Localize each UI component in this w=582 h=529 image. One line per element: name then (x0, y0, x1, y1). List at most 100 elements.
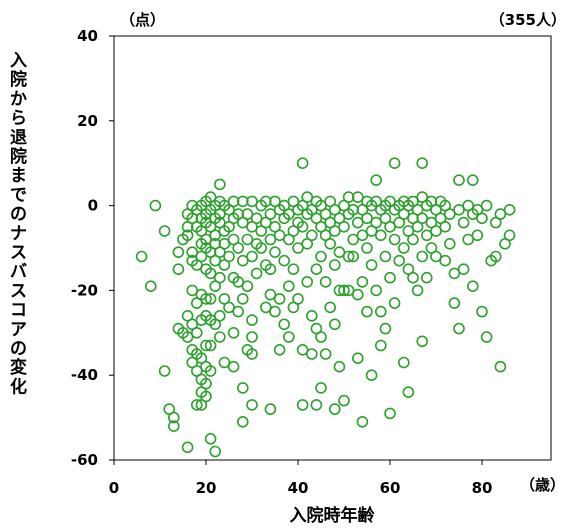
data-point (416, 335, 429, 348)
data-point (407, 271, 419, 284)
data-point (186, 284, 198, 297)
data-point (457, 216, 470, 229)
data-point (181, 229, 194, 242)
x-tick-label: 60 (380, 479, 401, 497)
data-point (347, 233, 360, 246)
data-point (246, 399, 258, 411)
data-point (384, 407, 396, 420)
data-point (269, 305, 281, 318)
data-point (379, 250, 392, 263)
data-point (361, 212, 373, 225)
data-point (370, 216, 383, 229)
data-point (168, 420, 180, 432)
data-point (264, 288, 277, 301)
data-point (232, 242, 244, 254)
data-point (361, 305, 373, 318)
data-point (420, 271, 433, 284)
x-tick-label: 0 (109, 479, 119, 497)
data-point (227, 195, 240, 208)
x-axis-title: 入院時年齢 (290, 505, 376, 526)
data-point (420, 229, 433, 242)
data-point (494, 360, 507, 373)
data-point (282, 280, 295, 293)
data-point (158, 365, 171, 377)
data-point (200, 293, 212, 305)
data-point (296, 221, 309, 233)
data-point (347, 204, 360, 216)
data-point (503, 204, 516, 216)
data-point (200, 390, 212, 403)
data-point (264, 263, 277, 276)
data-point (241, 280, 254, 293)
data-point (370, 284, 383, 297)
data-point (158, 225, 171, 237)
data-point (250, 267, 263, 280)
data-point (416, 250, 429, 263)
data-point (172, 246, 185, 258)
data-point (448, 297, 461, 309)
data-point (172, 263, 185, 276)
data-point (296, 157, 309, 169)
data-point (292, 242, 304, 254)
y-tick-label: 40 (77, 27, 98, 45)
data-point (338, 221, 350, 233)
data-point (351, 352, 364, 365)
data-point (301, 191, 314, 203)
data-point (462, 233, 475, 246)
data-point (351, 216, 364, 229)
data-point (282, 208, 295, 220)
data-point (384, 221, 396, 233)
data-point (204, 432, 217, 445)
data-point (319, 348, 332, 360)
data-point (315, 382, 327, 394)
data-point (315, 250, 327, 263)
data-point (351, 191, 364, 203)
data-point (324, 301, 337, 314)
data-point (443, 208, 456, 220)
data-point (168, 411, 180, 424)
data-point (471, 229, 484, 242)
data-point (338, 284, 350, 297)
data-point (365, 369, 378, 382)
data-point (453, 322, 465, 335)
data-point (232, 276, 244, 288)
data-point (232, 305, 244, 318)
data-point (494, 208, 507, 220)
y-axis-title: 入院から退院までのナスバスコアの変化 (10, 51, 27, 397)
y-axis-unit: （点） (120, 11, 165, 29)
data-point (439, 254, 452, 267)
sample-count-label: （355人） (490, 11, 566, 29)
data-point (379, 322, 392, 335)
data-point (200, 233, 212, 246)
data-point (269, 246, 281, 258)
data-point (328, 318, 341, 331)
data-point (453, 174, 465, 186)
data-point (388, 297, 401, 309)
y-tick-label: 0 (88, 197, 98, 215)
data-point (255, 242, 268, 254)
data-point (466, 174, 479, 186)
data-point (237, 382, 249, 394)
data-point (292, 293, 304, 305)
data-point (319, 276, 332, 288)
data-point (145, 280, 157, 293)
data-point (333, 246, 346, 258)
data-point (374, 339, 387, 352)
data-point (241, 208, 254, 220)
y-tick-label: 20 (77, 112, 98, 130)
y-tick-label: -60 (71, 451, 98, 469)
data-point (305, 229, 318, 242)
x-axis-ticks: 0 20 40 60 80 (109, 460, 492, 497)
data-point (227, 326, 240, 339)
data-point (370, 174, 383, 186)
data-point (397, 242, 410, 254)
data-point (342, 284, 355, 297)
data-point (191, 399, 203, 411)
data-point (241, 233, 254, 246)
data-point (315, 331, 327, 343)
data-point (457, 263, 470, 276)
data-point (351, 288, 364, 301)
data-point (407, 233, 419, 246)
data-point (200, 339, 212, 352)
data-point (356, 229, 369, 242)
